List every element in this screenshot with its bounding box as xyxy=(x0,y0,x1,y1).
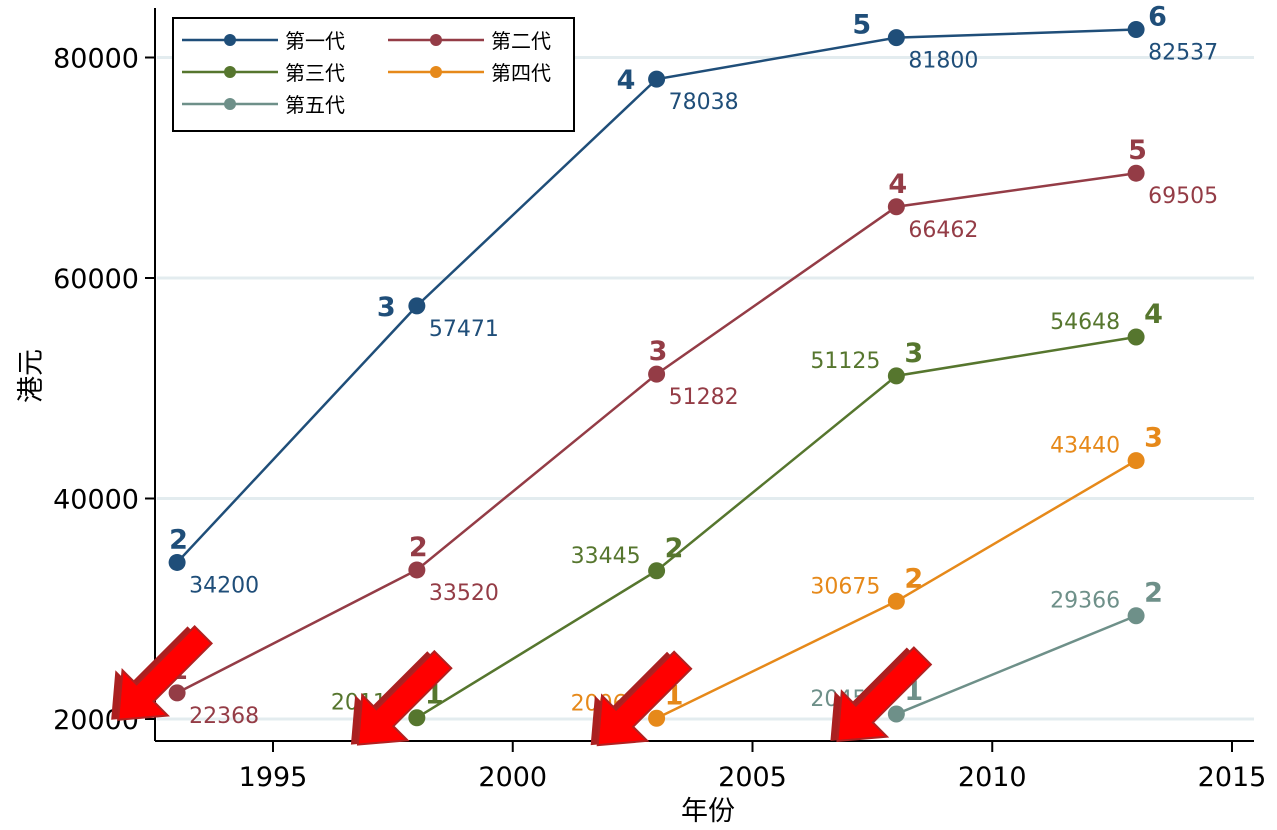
data-point xyxy=(408,297,426,315)
data-point xyxy=(1127,164,1145,182)
data-point xyxy=(408,709,426,727)
data-label: 34200 xyxy=(189,573,259,598)
rank-label: 3 xyxy=(649,336,668,367)
legend-item: 第二代 xyxy=(388,29,551,53)
x-tick-label: 1995 xyxy=(239,762,308,793)
legend-item: 第三代 xyxy=(182,61,345,85)
red-arrow xyxy=(590,650,693,747)
legend-swatch-marker xyxy=(430,34,442,46)
rank-label: 2 xyxy=(169,524,188,555)
data-point xyxy=(1127,21,1145,39)
data-point xyxy=(1127,607,1145,625)
data-label: 51125 xyxy=(810,349,880,374)
rank-label: 3 xyxy=(1144,423,1163,454)
data-point xyxy=(887,367,905,385)
arrow-layer xyxy=(111,624,933,747)
legend-label: 第四代 xyxy=(491,61,551,85)
y-tick-label: 60000 xyxy=(53,264,139,295)
x-tick-label: 2000 xyxy=(478,762,547,793)
rank-label: 2 xyxy=(904,563,923,594)
data-label: 33520 xyxy=(429,581,499,606)
data-label: 30675 xyxy=(810,574,880,599)
y-tick-label: 40000 xyxy=(53,485,139,516)
data-label: 81800 xyxy=(908,49,978,74)
series-line xyxy=(416,335,1137,719)
x-tick-label: 2005 xyxy=(718,762,787,793)
rank-label: 4 xyxy=(617,65,636,96)
red-arrow xyxy=(111,624,213,721)
series-line xyxy=(895,614,1137,716)
rank-label: 4 xyxy=(888,169,907,200)
data-label: 66462 xyxy=(908,218,978,243)
data-point xyxy=(1127,452,1145,470)
legend-swatch-marker xyxy=(224,98,236,110)
data-label: 29366 xyxy=(1050,589,1120,614)
series-3: 201151334452511253546484 xyxy=(331,299,1163,727)
x-axis-title: 年份 xyxy=(681,796,735,827)
data-point xyxy=(887,29,905,47)
arrow-body xyxy=(356,649,453,746)
y-axis-title: 港元 xyxy=(16,349,47,403)
x-tick-label: 2010 xyxy=(958,762,1027,793)
data-label: 51282 xyxy=(669,385,739,410)
data-point xyxy=(648,70,666,88)
rank-label: 2 xyxy=(665,533,684,564)
data-point xyxy=(648,709,666,727)
legend-label: 第五代 xyxy=(285,93,345,117)
series-line xyxy=(176,171,1137,695)
data-label: 57471 xyxy=(429,317,499,342)
data-point xyxy=(887,705,905,723)
rank-label: 3 xyxy=(377,292,396,323)
data-label: 43440 xyxy=(1050,434,1120,459)
rank-label: 2 xyxy=(409,532,428,563)
data-label: 33445 xyxy=(571,544,641,569)
legend-label: 第二代 xyxy=(491,29,551,53)
data-point xyxy=(1127,328,1145,346)
data-label: 82537 xyxy=(1148,41,1218,66)
data-point xyxy=(408,561,426,579)
legend-label: 第三代 xyxy=(285,61,345,85)
legend-label: 第一代 xyxy=(285,29,345,53)
data-label: 69505 xyxy=(1148,184,1218,209)
legend-item: 第一代 xyxy=(182,29,345,53)
red-arrow xyxy=(350,649,453,746)
data-point xyxy=(648,562,666,580)
legend-swatch-marker xyxy=(224,34,236,46)
data-point xyxy=(168,684,186,702)
legend-swatch-marker xyxy=(224,66,236,78)
arrow-body xyxy=(596,650,693,747)
arrow-body xyxy=(836,646,933,742)
arrow-body xyxy=(117,624,213,721)
legend-item: 第四代 xyxy=(388,61,551,85)
rank-label: 4 xyxy=(1144,299,1163,330)
legend-box xyxy=(172,17,575,132)
rank-label: 2 xyxy=(1144,578,1163,609)
red-arrow xyxy=(830,646,933,742)
legend-item: 第五代 xyxy=(182,93,345,117)
series-2: 223681335202512823664624695055 xyxy=(168,135,1218,729)
x-tick-label: 2015 xyxy=(1198,762,1267,793)
data-point xyxy=(887,592,905,610)
data-point xyxy=(168,553,186,571)
rank-label: 5 xyxy=(1128,135,1147,166)
rank-label: 3 xyxy=(904,338,923,369)
rank-label: 5 xyxy=(852,10,871,41)
rank-label: 6 xyxy=(1148,2,1167,33)
y-tick-label: 80000 xyxy=(53,44,139,75)
data-label: 54648 xyxy=(1050,310,1120,335)
data-point xyxy=(648,365,666,383)
data-label: 78038 xyxy=(669,90,739,115)
data-point xyxy=(887,198,905,216)
data-label: 22368 xyxy=(189,704,259,729)
legend-swatch-marker xyxy=(430,66,442,78)
